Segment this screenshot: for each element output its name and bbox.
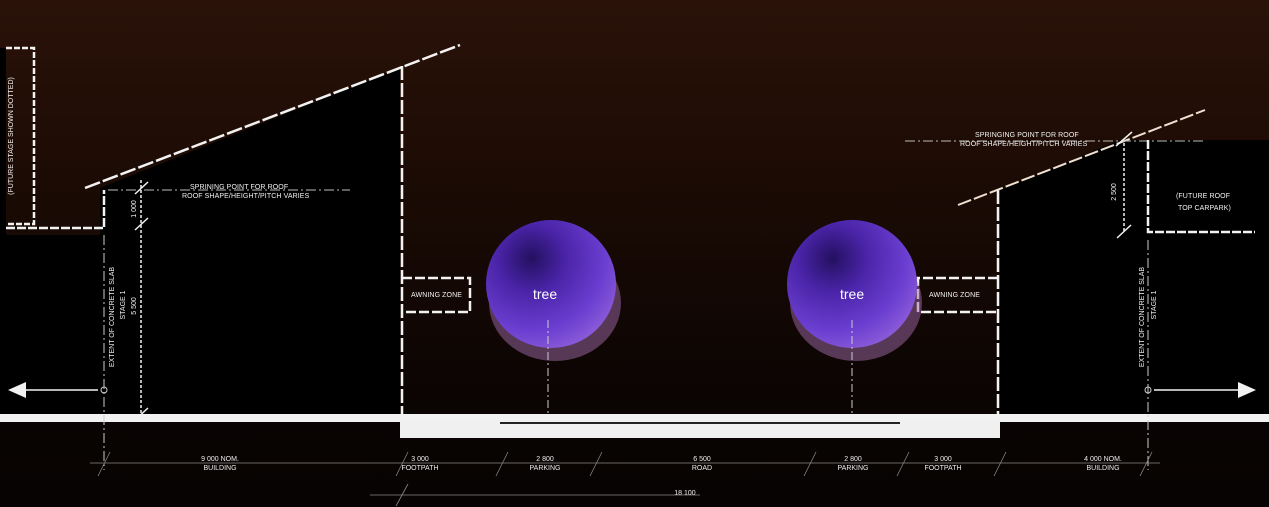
dim-overall: 18 100 — [674, 490, 696, 497]
dim-2500-label: 2 500 — [1111, 183, 1118, 201]
dim-value: 4 000 NOM. — [1084, 456, 1122, 463]
tree-left — [486, 220, 621, 415]
dim-label: PARKING — [837, 465, 869, 472]
left-slab-note-2: STAGE 1 — [120, 290, 127, 320]
dim-5500-label: 5 500 — [131, 297, 138, 315]
road-ground — [400, 420, 1000, 438]
dim-label: FOOTPATH — [924, 465, 962, 472]
right-upper-floor-line — [1146, 140, 1255, 234]
left-slab-note-1: EXTENT OF CONCRETE SLAB — [109, 266, 116, 368]
future-stage-note: (FUTURE STAGE SHOWN DOTTED) — [8, 77, 15, 195]
right-building-mass — [1000, 140, 1269, 415]
dim-road: 6 500 ROAD — [657, 455, 747, 473]
right-spring-note-2: ROOF SHAPE/HEIGHT/PITCH VARIES — [960, 141, 1088, 148]
future-roof-note-2: TOP CARPARK) — [1178, 205, 1231, 212]
dim-building-left: 9 000 NOM. BUILDING — [175, 455, 265, 473]
dim-parking-left: 2 800 PARKING — [500, 455, 590, 473]
right-spring-note-1: SPRINGING POINT FOR ROOF — [975, 132, 1079, 139]
road-edge-line — [500, 422, 900, 424]
dim-1000-label: 1 000 — [131, 200, 138, 218]
dim-label: BUILDING — [203, 465, 237, 472]
right-awning-label: AWNING ZONE — [929, 292, 981, 299]
left-awning-outline — [402, 276, 472, 314]
dim-footpath-right: 3 000 FOOTPATH — [898, 455, 988, 473]
future-roof-note-1: (FUTURE ROOF — [1176, 193, 1231, 200]
left-awning-label: AWNING ZONE — [411, 292, 463, 299]
right-slab-note-1: EXTENT OF CONCRETE SLAB — [1139, 266, 1146, 368]
future-stage-outline — [6, 46, 36, 226]
right-slab-note-2: STAGE 1 — [1151, 290, 1158, 320]
tree-left-label: tree — [533, 286, 558, 302]
dim-value: 3 000 — [934, 456, 952, 463]
right-arrow-head — [1238, 382, 1256, 398]
tree-right-label: tree — [840, 286, 865, 302]
tree-right — [787, 220, 922, 415]
left-spring-note-1: SPRINING POINT FOR ROOF — [190, 184, 289, 191]
ground-line — [0, 414, 1269, 422]
left-spring-note-2: ROOF SHAPE/HEIGHT/PITCH VARIES — [182, 193, 310, 200]
dim-value: 2 800 — [844, 456, 862, 463]
dim-parking-right: 2 800 PARKING — [808, 455, 898, 473]
dim-label: FOOTPATH — [401, 465, 439, 472]
dim-footpath-left: 3 000 FOOTPATH — [375, 455, 465, 473]
dim-value: 6 500 — [693, 456, 711, 463]
left-roof-line — [84, 43, 461, 190]
dimension-chain — [90, 451, 1160, 507]
left-building-mass — [0, 48, 400, 415]
dim-value: 2 800 — [536, 456, 554, 463]
dim-label: BUILDING — [1086, 465, 1120, 472]
right-roof-line — [957, 109, 1206, 206]
dim-value: 9 000 NOM. — [201, 456, 239, 463]
dim-label: ROAD — [691, 465, 713, 472]
left-arrow-head — [8, 382, 26, 398]
left-upper-floor-line — [6, 190, 106, 230]
dim-building-right: 4 000 NOM. BUILDING — [1058, 455, 1148, 473]
dim-label: PARKING — [529, 465, 561, 472]
dim-value: 3 000 — [411, 456, 429, 463]
